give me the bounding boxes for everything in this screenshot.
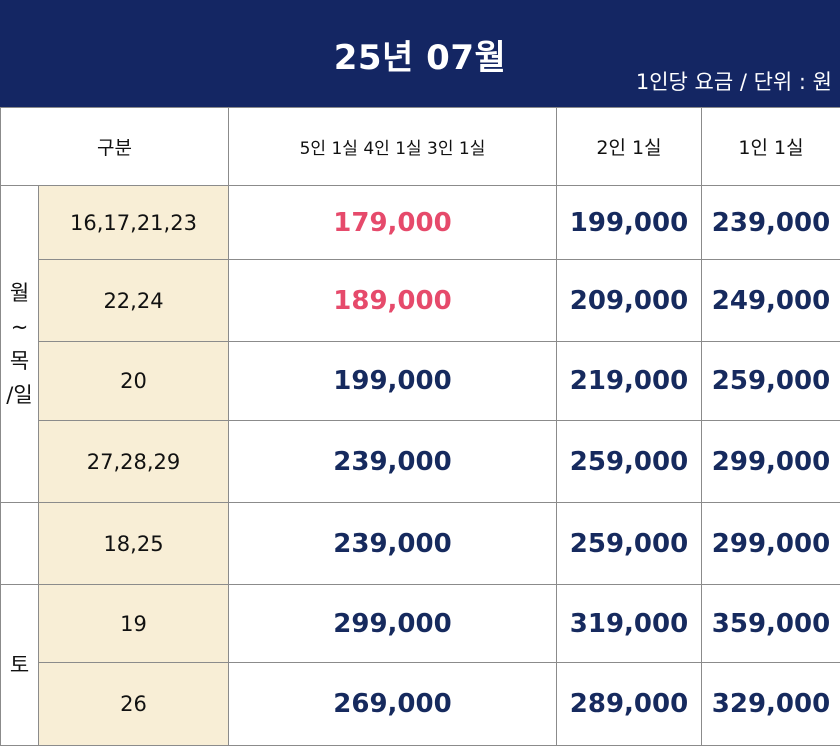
price-double-room: 319,000 bbox=[556, 584, 702, 663]
table-row: 20 199,000 219,000 259,000 bbox=[1, 341, 840, 421]
table-row: 27,28,29 239,000 259,000 299,000 bbox=[1, 420, 840, 503]
price-single-room: 259,000 bbox=[701, 341, 840, 421]
group-label-weekday: 월 ~ 목 /일 bbox=[0, 185, 39, 503]
day-cell: 18,25 bbox=[38, 502, 229, 585]
day-cell: 22,24 bbox=[38, 259, 229, 342]
price-double-room: 259,000 bbox=[556, 502, 702, 585]
price-multi-room: 239,000 bbox=[228, 502, 557, 585]
price-single-room: 249,000 bbox=[701, 259, 840, 342]
day-cell: 26 bbox=[38, 662, 229, 746]
column-header-category: 구분 bbox=[0, 107, 229, 186]
table-row: 토 19 299,000 319,000 359,000 bbox=[0, 584, 840, 746]
group-label-middle bbox=[0, 502, 39, 585]
group-weekday-line: /일 bbox=[6, 383, 33, 407]
table-row: 18,25 239,000 259,000 299,000 bbox=[0, 502, 840, 585]
day-cell: 19 bbox=[38, 584, 229, 663]
price-single-room: 239,000 bbox=[701, 185, 840, 260]
price-double-room: 289,000 bbox=[556, 662, 702, 746]
price-single-room: 329,000 bbox=[701, 662, 840, 746]
group-weekday-line: 목 bbox=[9, 349, 30, 373]
column-header-row: 구분 5인 1실 4인 1실 3인 1실 2인 1실 1인 1실 bbox=[0, 107, 840, 186]
table-row: 22,24 189,000 209,000 249,000 bbox=[1, 259, 840, 342]
price-single-room: 299,000 bbox=[701, 420, 840, 503]
page-title: 25년 07월 bbox=[333, 38, 507, 78]
column-header-single-room: 1인 1실 bbox=[701, 107, 840, 186]
group-label-saturday: 토 bbox=[0, 584, 39, 746]
unit-note: 1인당 요금 / 단위 : 원 bbox=[635, 70, 832, 94]
price-multi-room: 239,000 bbox=[228, 420, 557, 503]
group-weekday-line: ~ bbox=[10, 315, 29, 339]
price-single-room: 299,000 bbox=[701, 502, 840, 585]
day-cell: 27,28,29 bbox=[38, 420, 229, 503]
price-double-room: 209,000 bbox=[556, 259, 702, 342]
column-header-double-room: 2인 1실 bbox=[556, 107, 702, 186]
day-cell: 16,17,21,23 bbox=[38, 185, 229, 260]
price-table: 구분 5인 1실 4인 1실 3인 1실 2인 1실 1인 1실 월 ~ 목 /… bbox=[0, 107, 840, 746]
price-multi-room: 269,000 bbox=[228, 662, 557, 746]
table-row: 월 ~ 목 /일 16,17,21,23 179,000 199,000 239… bbox=[0, 185, 840, 503]
table-row: 26 269,000 289,000 329,000 bbox=[1, 662, 840, 746]
price-multi-room: 199,000 bbox=[228, 341, 557, 421]
price-double-room: 199,000 bbox=[556, 185, 702, 260]
column-header-multi-room: 5인 1실 4인 1실 3인 1실 bbox=[228, 107, 557, 186]
price-double-room: 259,000 bbox=[556, 420, 702, 503]
price-multi-room: 189,000 bbox=[228, 259, 557, 342]
price-double-room: 219,000 bbox=[556, 341, 702, 421]
day-cell: 20 bbox=[38, 341, 229, 421]
price-multi-room: 299,000 bbox=[228, 584, 557, 663]
table-header-banner: 25년 07월 1인당 요금 / 단위 : 원 bbox=[0, 0, 840, 108]
group-weekday-line: 월 bbox=[9, 281, 30, 305]
price-multi-room: 179,000 bbox=[228, 185, 557, 260]
price-single-room: 359,000 bbox=[701, 584, 840, 663]
